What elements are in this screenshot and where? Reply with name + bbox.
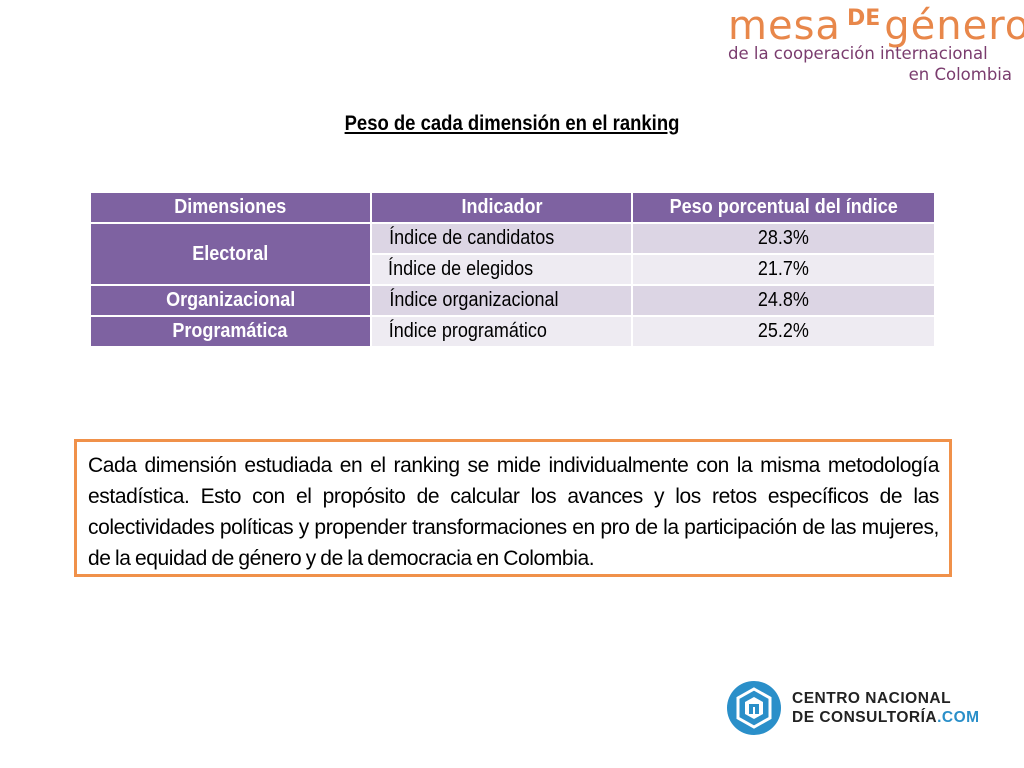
weight-cell: 21.7% <box>631 253 936 286</box>
logo-text-main: DE CONSULTORÍA <box>792 709 938 726</box>
methodology-note-text: Cada dimensión estudiada en el ranking s… <box>88 454 939 570</box>
header-dimensiones: Dimensiones <box>89 191 372 224</box>
indicator-cell: Índice de elegidos <box>369 253 634 286</box>
indicator-cell: Índice organizacional <box>369 284 634 317</box>
weight-cell: 28.3% <box>631 222 936 255</box>
header-indicador: Indicador <box>369 191 634 224</box>
header-peso: Peso porcentual del índice <box>631 191 936 224</box>
table-row: Programática Índice programático 25.2% <box>89 315 936 348</box>
table-row: Electoral Índice de candidatos 28.3% <box>89 222 936 286</box>
dimension-weights-table: Dimensiones Indicador Peso porcentual de… <box>89 191 936 348</box>
dimension-cell-organizacional: Organizacional <box>89 284 372 317</box>
logo-text-line1: CENTRO NACIONAL <box>792 690 952 707</box>
indicator-cell: Índice de candidatos <box>369 222 634 255</box>
table-header-row: Dimensiones Indicador Peso porcentual de… <box>89 191 936 224</box>
logo-text-dotcom: .COM <box>937 709 980 726</box>
page-title: Peso de cada dimensión en el ranking <box>344 112 680 135</box>
logo-subtitle-location: en Colombia <box>908 65 1012 84</box>
indicator-cell: Índice programático <box>369 315 634 348</box>
logo-word-genero: género <box>884 3 1024 49</box>
cnc-hexagon-logo-icon <box>727 681 781 735</box>
table-row: Índice de elegidos 21.7% <box>90 253 936 286</box>
logo-word-de: DE <box>846 6 881 31</box>
table-row: Organizacional Índice organizacional 24.… <box>89 284 936 317</box>
mesa-de-genero-logo: mesa DE género de la cooperación internaci… <box>728 6 1024 86</box>
dimension-cell-programatica: Programática <box>89 315 372 348</box>
weight-cell: 25.2% <box>631 315 936 348</box>
logo-subtitle: de la cooperación internacional <box>728 44 988 63</box>
dimension-cell-electoral: Electoral <box>89 222 372 286</box>
methodology-note-box: Cada dimensión estudiada en el ranking s… <box>74 439 952 577</box>
logo-title-row: mesa DE género <box>728 6 1024 46</box>
centro-nacional-consultoria-logo: CENTRO NACIONAL DE CONSULTORÍA.COM <box>726 680 986 740</box>
weight-cell: 24.8% <box>631 284 936 317</box>
logo-text-line2: DE CONSULTORÍA.COM <box>792 709 980 727</box>
logo-word-mesa: mesa <box>728 3 841 49</box>
